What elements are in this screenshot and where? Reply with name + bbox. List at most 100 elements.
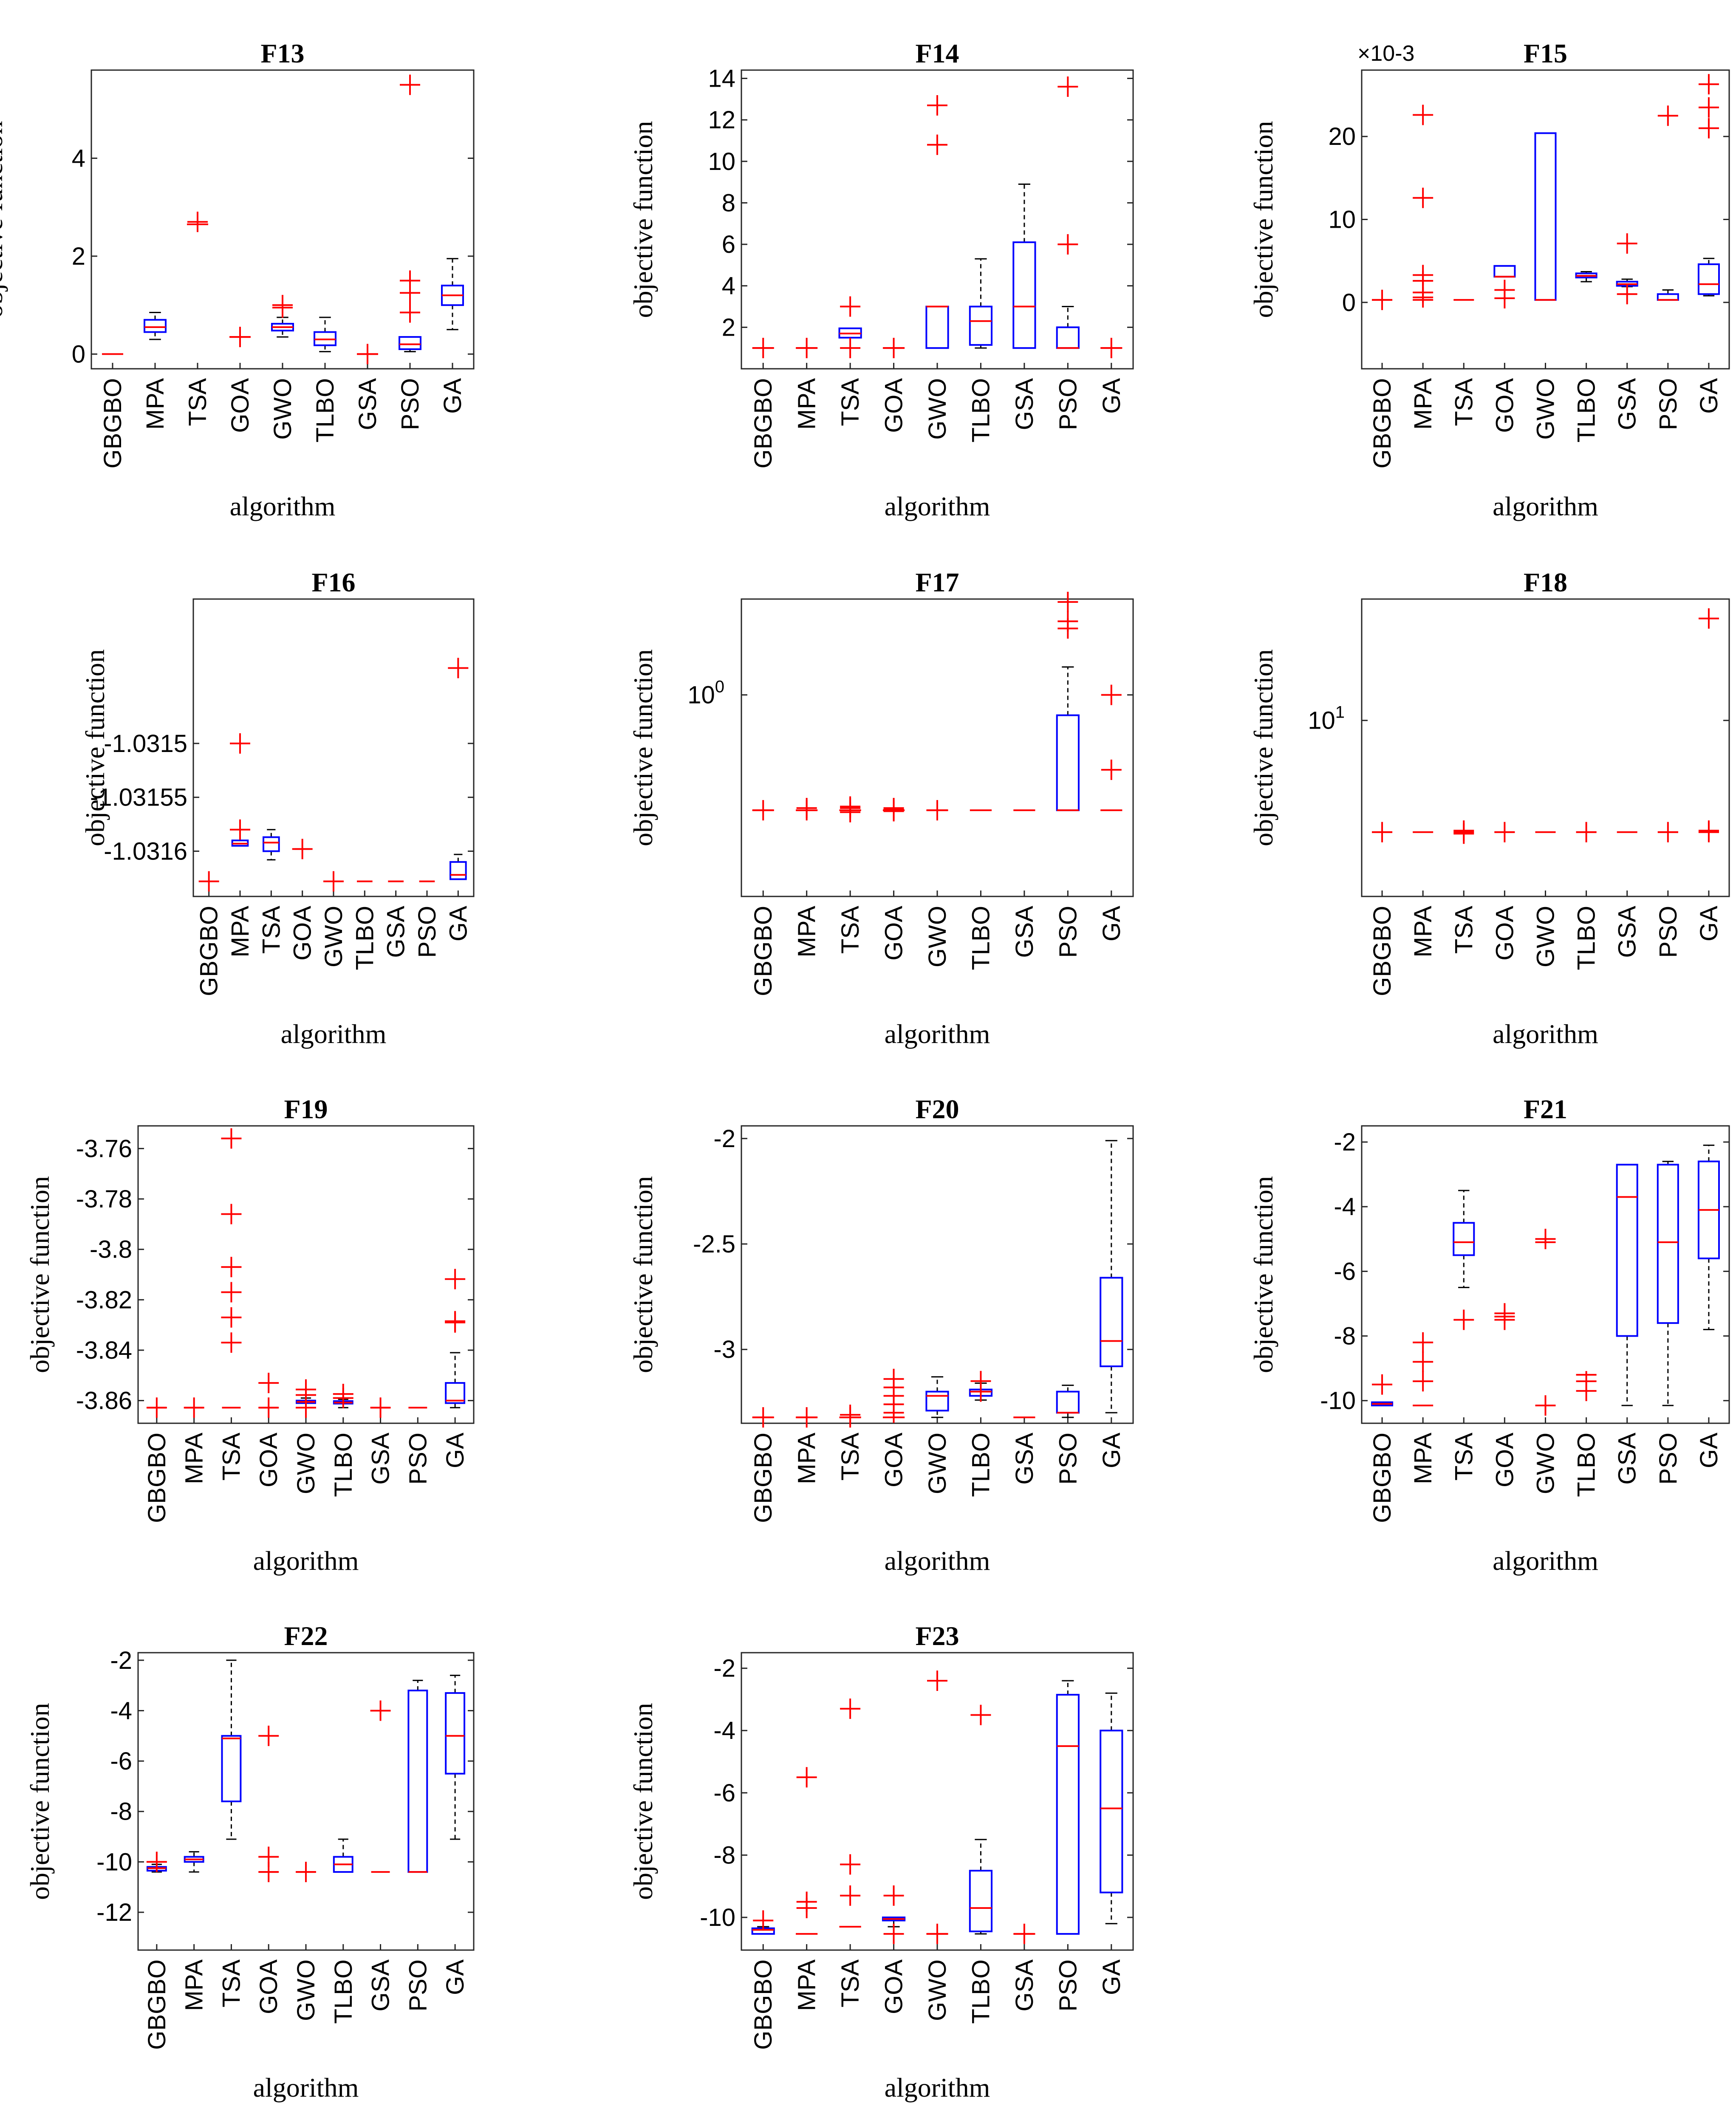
x-tick-label: GOA [226,378,254,433]
iqr-box [1056,1391,1080,1414]
y-tick-label: 2 [722,314,735,341]
box-mpa [796,1407,818,1428]
iqr-box [925,305,949,349]
x-tick-label: GBGBO [749,1433,777,1523]
panel-title: F23 [915,1621,959,1651]
outlier-marker [357,344,378,365]
outlier-marker [258,1725,279,1746]
outlier-marker [883,1923,904,1944]
outlier-marker [1698,74,1719,95]
x-tick-label: TLBO [967,1959,995,2024]
iqr-box [263,836,280,852]
outlier-marker [400,270,420,291]
panel-title: F16 [311,567,355,597]
y-tick-label: 12 [708,106,735,134]
outlier-marker [400,302,420,323]
outlier-marker [927,1670,947,1691]
x-tick-label: GWO [320,906,348,967]
x-tick-label: GBGBO [99,378,127,469]
box-gwo [925,1376,949,1418]
x-tick-label: GOA [880,1959,908,2014]
x-tick-label: GSA [1011,378,1038,430]
x-tick-label: GWO [1532,378,1560,440]
outlier-marker [323,871,344,892]
box-goa [882,798,905,822]
x-tick-label: GWO [292,1959,320,2021]
box-goa [882,1368,905,1423]
x-tick-label: TLBO [311,378,339,443]
outlier-marker [221,1307,242,1328]
x-tick-label: MPA [181,1433,208,1484]
panel-f13: F13 0 2 4 GBGBO MPA TSA GOA GWO TLBO GSA PSO GA algor… [0,38,475,521]
box-tlbo [969,258,993,349]
box-pso [399,74,421,353]
outlier-marker [1698,608,1719,629]
y-tick-label: 4 [72,144,85,172]
outlier-marker [187,212,208,232]
box-tlbo [969,1705,993,1935]
box-pso [1056,1385,1080,1418]
box-goa [882,1885,906,1944]
box-gwo [1535,1229,1556,1416]
outlier-marker [448,658,469,678]
x-tick-label: PSO [404,1959,432,2012]
y-tick-label: 100 [687,678,724,709]
outlier-marker [1057,76,1078,97]
outlier-marker [840,1885,861,1906]
box-mpa [796,1767,818,1935]
outlier-marker [883,1368,904,1389]
x-tick-label: GSA [382,906,410,958]
x-tick-label: GOA [1491,1433,1518,1487]
y-axis-label: objective function [1248,121,1278,318]
x-axis-label: algorithm [885,2072,990,2103]
y-tick-label: 6 [722,231,735,258]
y-tick-label: -3.84 [76,1337,132,1364]
x-tick-label: GWO [1532,906,1560,967]
outlier-marker [796,798,817,819]
box-goa [1493,265,1516,309]
iqr-box [221,1735,242,1802]
outlier-marker [1494,822,1515,842]
iqr-box [445,1382,466,1404]
outlier-marker [1576,1380,1597,1401]
box-tsa [221,1659,242,1840]
box-tlbo [969,1371,993,1402]
y-tick-label: -10 [96,1848,132,1876]
box-gwo [323,871,344,892]
y-axis-label: objective function [628,1703,658,1900]
x-tick-label: MPA [141,378,169,430]
outlier-marker [1576,822,1597,842]
outlier-marker [292,839,313,859]
outlier-marker [221,1332,242,1353]
outlier-marker [230,327,250,348]
x-tick-label: GA [1695,906,1723,941]
box-ga [1697,1145,1720,1330]
box-gsa [1013,1923,1035,1944]
outlier-marker [258,1397,279,1418]
outlier-marker [753,800,774,821]
outlier-marker [1101,338,1122,359]
iqr-box [1534,132,1557,301]
x-tick-label: GSA [1011,1959,1038,2012]
outlier-marker [753,1910,774,1931]
outlier-marker [258,1373,279,1394]
x-tick-label: TSA [257,906,285,954]
outlier-marker [1494,280,1515,300]
panel-title: F17 [915,567,959,597]
outlier-marker [970,1705,991,1725]
y-tick-label: -8 [1334,1323,1356,1350]
box-gsa [1616,233,1638,305]
outlier-marker [1657,105,1678,126]
outlier-marker [1453,1309,1474,1330]
outlier-marker [1617,233,1637,254]
box-gsa [370,1700,391,1873]
x-tick-label: GOA [289,906,317,961]
iqr-box [407,1689,428,1873]
y-tick-label: 2 [72,243,85,270]
box-mpa [144,311,167,340]
box-pso [1056,1680,1080,1935]
x-tick-label: GWO [924,1433,951,1494]
x-tick-label: MPA [226,906,254,958]
box-mpa [796,338,818,359]
